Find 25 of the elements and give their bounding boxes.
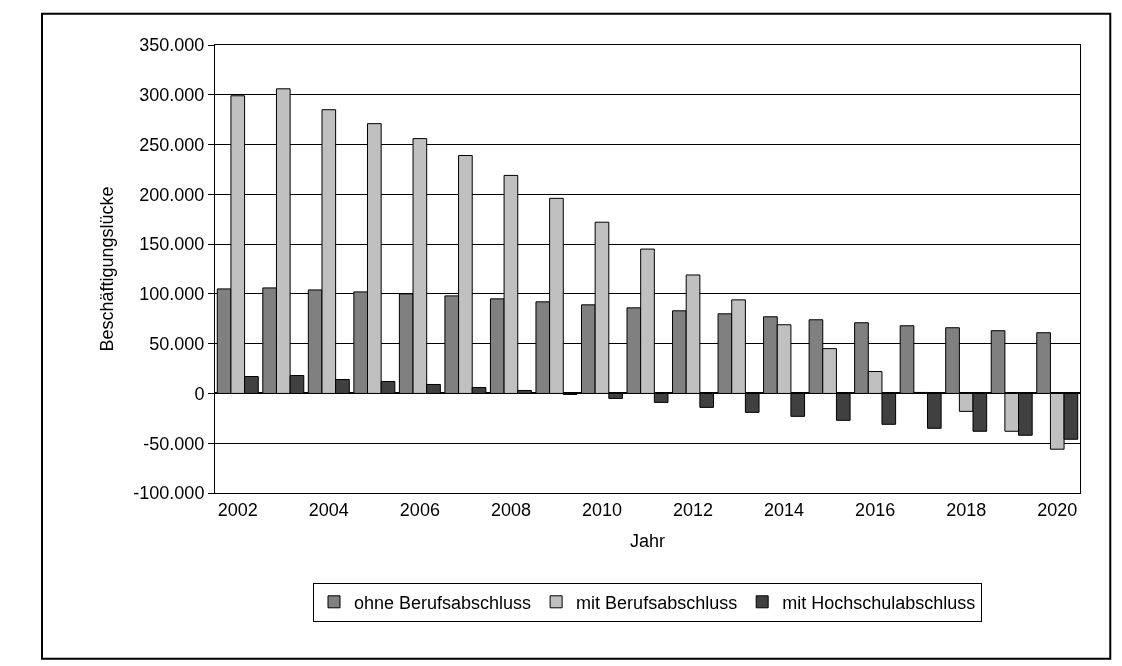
x-tick-label: 2018 <box>946 499 987 520</box>
x-tick-label: 2012 <box>673 499 714 520</box>
y-tick-label: -100.000 <box>133 483 205 504</box>
y-tick-label: 250.000 <box>139 134 205 155</box>
y-axis-title: Beschäftigungslücke <box>96 186 117 352</box>
x-tick-label: 2014 <box>764 499 805 520</box>
y-tick-label: -50.000 <box>143 433 205 454</box>
y-tick-label: 150.000 <box>139 234 205 255</box>
x-tick-label: 2008 <box>490 499 531 520</box>
x-tick-label: 2006 <box>399 499 440 520</box>
x-tick-label: 2004 <box>308 499 349 520</box>
y-tick-label: 300.000 <box>139 85 205 106</box>
y-tick-label: 0 <box>194 383 205 404</box>
legend-label: ohne Berufsabschluss <box>354 592 532 613</box>
y-tick-label: 200.000 <box>139 184 205 205</box>
x-tick-label: 2010 <box>581 499 622 520</box>
x-tick-label: 2016 <box>855 499 896 520</box>
x-axis-title: Jahr <box>629 530 666 551</box>
y-tick-label: 100.000 <box>139 284 205 305</box>
legend-label: mit Hochschulabschluss <box>782 592 976 613</box>
x-tick-label: 2002 <box>217 499 258 520</box>
y-tick-label: 350.000 <box>139 35 205 56</box>
x-tick-label: 2020 <box>1037 499 1078 520</box>
legend-label: mit Berufsabschluss <box>576 592 738 613</box>
y-tick-label: 50.000 <box>149 333 205 354</box>
